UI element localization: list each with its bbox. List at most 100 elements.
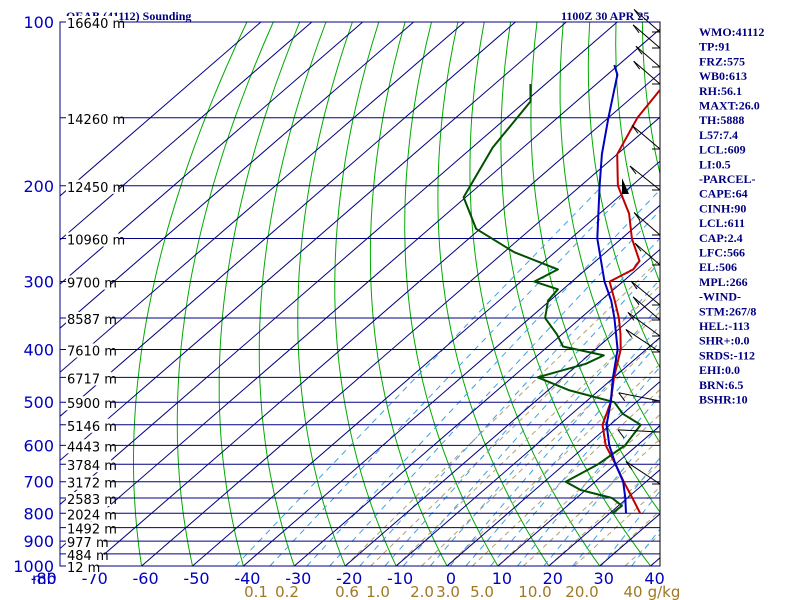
pressure-tick-label: 500	[23, 393, 54, 412]
dry-adiabat-line	[469, 22, 601, 566]
wind-barb-flag	[631, 125, 639, 134]
temp-tick-label: -60	[133, 569, 159, 588]
wind-barb	[633, 60, 661, 85]
index-entry: SRDS:-112	[699, 348, 755, 362]
mixing-ratio-line	[465, 340, 660, 566]
index-entry: TH:5888	[699, 113, 744, 127]
wind-barb	[625, 329, 661, 353]
mixing-ratio-line	[235, 185, 603, 566]
mixing-ratio-label: 10.0	[518, 583, 551, 600]
height-label-bg	[66, 547, 104, 562]
moist-adiabat-line	[523, 438, 660, 566]
height-label: 5900 m	[67, 397, 117, 412]
isotherm-line	[60, 22, 262, 197]
wind-barb	[633, 9, 661, 33]
dry-adiabat-line	[587, 22, 660, 369]
pressure-tick-label: 600	[23, 436, 54, 455]
wind-barb-flag	[634, 242, 642, 252]
height-label-bg	[66, 232, 119, 247]
wind-barbs	[617, 9, 661, 485]
isotherm-line	[497, 424, 660, 566]
index-entry: L57:7.4	[699, 128, 738, 142]
mixing-ratio-line	[359, 237, 660, 566]
wind-barb	[632, 24, 661, 49]
height-label: 10960 m	[67, 233, 125, 248]
temp-tick-label: 40	[644, 569, 664, 588]
dry-adiabat-line	[218, 22, 301, 566]
wind-barb	[635, 45, 661, 68]
isotherm-line	[60, 22, 414, 329]
pressure-tick-label: 800	[23, 504, 54, 523]
index-entry: HEL:-113	[699, 319, 750, 333]
wind-barb	[631, 124, 661, 150]
mixing-ratio-line	[490, 366, 660, 566]
mixing-ratio-label: g/kg	[648, 583, 681, 600]
temp-tick-label: -40	[234, 569, 260, 588]
height-label: 3784 m	[67, 459, 117, 474]
temperature-trace	[601, 88, 660, 514]
isotherm-line	[446, 380, 660, 566]
moist-adiabat-line	[573, 486, 660, 566]
height-label: 16640 m	[67, 17, 125, 32]
wind-barb-flag	[632, 296, 640, 306]
height-label: 5146 m	[67, 420, 117, 435]
height-label: 12450 m	[67, 181, 125, 196]
pressure-tick-label: 400	[23, 341, 54, 360]
labels: OEAB (41112) Sounding 1100Z 30 APR 251002…	[13, 9, 764, 600]
temp-tick-label: 0	[446, 569, 456, 588]
index-entry: BRN:6.5	[699, 378, 743, 392]
wind-barb-flag	[618, 392, 626, 402]
temp-tick-label: -50	[183, 569, 209, 588]
mixing-ratio-label: 0.6	[335, 583, 359, 600]
mixing-ratio-line	[543, 423, 660, 566]
mixing-ratio-label: 3.0	[436, 583, 460, 600]
height-label-bg	[66, 521, 112, 536]
height-label-bg	[66, 111, 119, 126]
height-label: 9700 m	[67, 277, 117, 292]
index-entry: MAXT:26.0	[699, 99, 760, 113]
wind-barb-flag	[633, 9, 641, 18]
height-label: 2024 m	[67, 508, 117, 523]
temp-tick-label: -30	[285, 569, 311, 588]
mixing-ratio-line	[269, 185, 633, 566]
height-label: 6717 m	[67, 372, 117, 387]
mixing-ratio-line	[572, 456, 660, 566]
moist-adiabat-line	[548, 462, 660, 566]
isotherm-line	[548, 469, 660, 566]
mixing-ratio-label: 20.0	[565, 583, 598, 600]
isotherm-line	[141, 116, 660, 566]
index-entry: MPL:266	[699, 275, 748, 289]
index-entry: STM:267/8	[699, 304, 756, 318]
index-entry: SHR+:0.0	[699, 334, 750, 348]
index-entry: EL:506	[699, 260, 737, 274]
index-entry: EHI:0.0	[699, 363, 740, 377]
temp-tick-label: -20	[336, 569, 362, 588]
index-entry: LI:0.5	[699, 157, 731, 171]
index-entry: CAP:2.4	[699, 231, 743, 245]
sounding-traces	[462, 64, 660, 515]
pressure-tick-label: 300	[23, 273, 54, 292]
wind-barb	[627, 311, 661, 337]
height-label-bg	[66, 475, 112, 490]
mixing-ratio-label: 0.1	[244, 583, 268, 600]
isotherm-line	[60, 22, 313, 241]
index-entry: CINH:90	[699, 201, 746, 215]
isotherm-line	[395, 336, 660, 566]
wind-barb	[633, 212, 661, 236]
isotherm-line	[243, 204, 660, 566]
height-label: 12 m	[67, 561, 100, 576]
pressure-tick-label: 1000	[13, 557, 54, 576]
parcel-trace	[596, 64, 627, 514]
index-entry: -WIND-	[699, 290, 741, 304]
height-label-bg	[66, 179, 119, 194]
isotherm-line	[90, 72, 660, 566]
mixing-ratio-label: 40	[623, 583, 642, 600]
dry-adiabat-line	[774, 22, 800, 566]
index-entry: WMO:41112	[699, 25, 764, 39]
isotherm-line	[60, 22, 516, 417]
height-label: 2583 m	[67, 493, 117, 508]
temp-tick-label: 30	[594, 569, 614, 588]
isotherm-line	[60, 28, 660, 550]
height-label-bg	[66, 439, 112, 454]
